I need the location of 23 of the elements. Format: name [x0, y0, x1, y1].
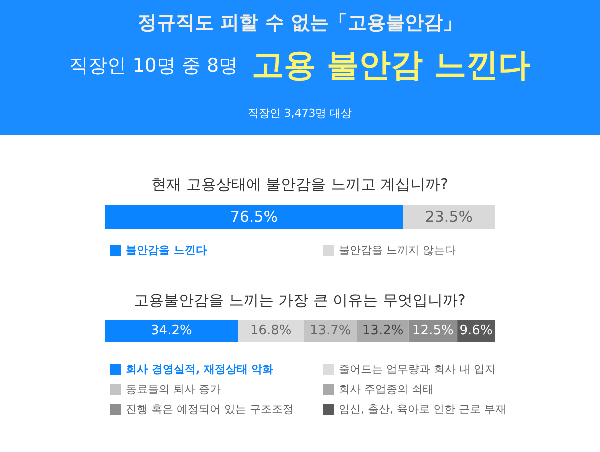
- legend-label: 진행 혹은 예정되어 있는 구조조정: [126, 403, 294, 416]
- data-label: 13.7%: [310, 324, 352, 338]
- text: 직장인 10명 중 8명: [70, 55, 238, 77]
- text: 직장인 3,473명 대상: [246, 106, 354, 121]
- legend-label: 회사 주업종의 쇠태: [339, 383, 434, 396]
- legend-label: 회사 경영실적, 재정상태 악화: [126, 363, 274, 376]
- data-label: 13.2%: [362, 324, 404, 338]
- chart-title: 고용불안감을 느끼는 가장 큰 이유는 무엇입니까?: [134, 292, 466, 310]
- text: 정규직도 피할 수 없는「고용불안감」: [137, 11, 463, 36]
- bar: [105, 320, 238, 342]
- data-label: 76.5%: [230, 208, 278, 226]
- data-label: 16.8%: [250, 324, 292, 338]
- legend-label: 동료들의 퇴사 증가: [126, 383, 221, 396]
- legend-label: 불안감을 느낀다: [126, 244, 207, 257]
- chart-title: 현재 고용상태에 불안감을 느끼고 계십니까?: [151, 176, 449, 194]
- data-label: 34.2%: [151, 324, 192, 338]
- data-label: 12.5%: [412, 324, 454, 338]
- data-label: 23.5%: [425, 208, 474, 226]
- data-label: 9.6%: [460, 324, 493, 338]
- legend-label: 줄어드는 업무량과 회사 내 입지: [339, 363, 496, 376]
- legend-label: 불안감을 느끼지 않는다: [339, 244, 456, 257]
- legend-label: 임신, 출산, 육아로 인한 근로 부재: [339, 403, 506, 416]
- text: 고용 불안감 느낀다: [252, 46, 530, 84]
